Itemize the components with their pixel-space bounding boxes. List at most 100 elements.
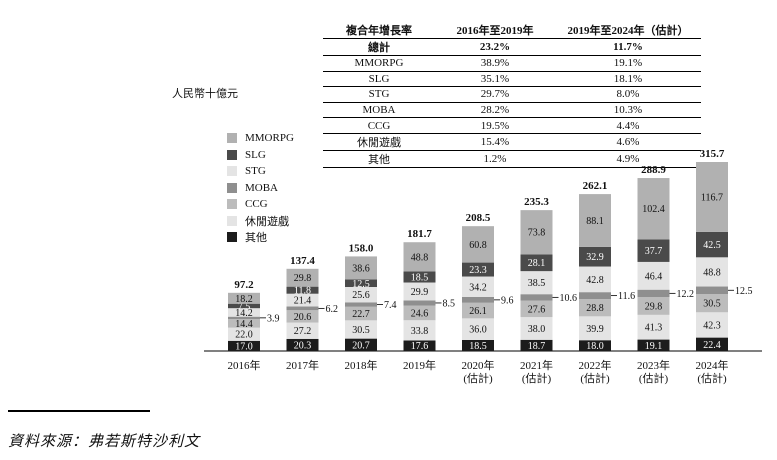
bar-segment — [286, 268, 319, 287]
cagr-row-category: 其他 — [323, 150, 435, 168]
x-tick-label: 2020年 — [462, 358, 495, 372]
cagr-row-2019-2024: 11.7% — [555, 38, 701, 56]
data-label: 11.8 — [294, 286, 311, 297]
bar-segment — [637, 239, 670, 262]
cagr-header-2019-2024: 2019年至2024年（估計） — [555, 22, 701, 39]
bar-segment — [696, 231, 728, 258]
legend-item: CCG — [227, 196, 294, 213]
data-label: 42.8 — [586, 275, 604, 286]
total-label: 158.0 — [349, 242, 374, 254]
cagr-row-category: STG — [323, 86, 435, 103]
total-label: 288.9 — [641, 164, 666, 176]
bar-segment — [520, 300, 553, 318]
bar-segment — [579, 292, 611, 300]
data-label: 23.3 — [469, 265, 487, 276]
bar-segment — [345, 287, 377, 303]
data-label: 27.2 — [294, 326, 312, 337]
bar-segment — [696, 257, 728, 287]
data-label: 30.5 — [703, 299, 721, 310]
data-label: 17.0 — [235, 341, 253, 352]
bar-segment — [696, 286, 728, 295]
data-label: 28.8 — [586, 303, 604, 314]
bar-segment — [286, 310, 319, 323]
bar-segment — [228, 340, 260, 351]
data-label: 41.3 — [645, 323, 663, 334]
data-label: 22.7 — [352, 309, 370, 320]
cagr-row-2016-2019: 19.5% — [435, 117, 555, 134]
bar-segment — [228, 319, 260, 328]
data-label: 46.4 — [645, 271, 663, 282]
data-label: 14.4 — [235, 319, 253, 330]
bar-segment — [345, 306, 377, 321]
cagr-row-2019-2024: 4.9% — [555, 150, 701, 168]
cagr-row-category: 休閒遊戲 — [323, 133, 435, 151]
cagr-row-category: SLG — [323, 71, 435, 88]
data-label: 88.1 — [586, 216, 604, 227]
total-label: 262.1 — [583, 180, 608, 192]
data-label: 12.2 — [677, 289, 695, 300]
bar-segment — [345, 338, 377, 351]
data-label: 48.8 — [703, 267, 721, 278]
bar-segment — [520, 317, 553, 340]
cagr-row-2016-2019: 1.2% — [435, 150, 555, 168]
cagr-row-2019-2024: 4.6% — [555, 133, 701, 151]
data-label: 9.6 — [501, 295, 514, 306]
data-label: 116.7 — [701, 192, 723, 203]
bar-segment — [520, 339, 553, 351]
data-label: 39.9 — [586, 324, 604, 335]
cagr-row-2016-2019: 23.2% — [435, 38, 555, 56]
x-tick-label: 2019年 — [403, 358, 436, 372]
legend-swatch — [227, 199, 237, 210]
cagr-row-category: MOBA — [323, 102, 435, 119]
bar-segment — [462, 226, 494, 263]
cagr-row-2019-2024: 18.1% — [555, 71, 701, 88]
data-label: 27.6 — [528, 304, 546, 315]
total-label: 235.3 — [524, 196, 549, 208]
cagr-table: 複合年增長率 2016年至2019年 2019年至2024年（估計） 總計 23.… — [323, 22, 701, 168]
legend-label: MMORPG — [245, 132, 294, 145]
chart-legend: MMORPG SLG STG MOBA CCG 休閒遊戲 其他 — [227, 130, 294, 246]
bar-segment — [286, 306, 319, 311]
data-label: 37.7 — [645, 246, 663, 257]
legend-item: SLG — [227, 147, 294, 164]
data-label: 73.8 — [528, 228, 546, 239]
data-label: 34.2 — [469, 282, 487, 293]
legend-label: 其他 — [245, 232, 267, 245]
data-label: 11.6 — [618, 291, 635, 302]
cagr-row: MMORPG 38.9% 19.1% — [323, 55, 701, 72]
x-tick-label: 2023年 — [637, 358, 670, 372]
data-label: 38.6 — [352, 263, 370, 274]
bar-segment — [462, 276, 494, 297]
data-label: 29.9 — [411, 287, 429, 298]
data-label: 42.5 — [703, 240, 721, 251]
cagr-table-body: 總計 23.2% 11.7% MMORPG 38.9% 19.1% SLG 35.1% 18.1… — [323, 38, 701, 168]
legend-item: 其他 — [227, 229, 294, 246]
data-label: 14.2 — [235, 308, 253, 319]
bar-segment — [228, 327, 260, 341]
cagr-row-2019-2024: 10.3% — [555, 102, 701, 119]
legend-item: MMORPG — [227, 130, 294, 147]
bar-segment — [696, 312, 728, 338]
data-label: 12.5 — [352, 279, 370, 290]
bar-segment — [637, 297, 670, 315]
x-tick-label: 2018年 — [345, 358, 378, 372]
data-label: 24.6 — [411, 308, 429, 319]
cagr-row-2019-2024: 8.0% — [555, 86, 701, 103]
x-tick-label: (估計) — [522, 371, 552, 385]
bar-segment — [520, 210, 553, 255]
x-tick-label: (估計) — [697, 371, 727, 385]
bar-segment — [403, 242, 436, 272]
legend-item: STG — [227, 163, 294, 180]
bar-segment — [579, 194, 611, 247]
cagr-header-row: 複合年增長率 2016年至2019年 2019年至2024年（估計） — [323, 22, 701, 39]
legend-label: 休閒遊戲 — [245, 215, 289, 228]
data-label: 18.7 — [528, 341, 546, 352]
bar-segment — [403, 300, 436, 306]
cagr-row-2016-2019: 29.7% — [435, 86, 555, 103]
data-label: 28.1 — [528, 258, 546, 269]
data-label: 30.5 — [352, 325, 370, 336]
bar-segment — [637, 289, 670, 297]
bar-segment — [520, 294, 553, 301]
data-label: 18.2 — [235, 294, 253, 305]
bar-segment — [286, 322, 319, 339]
